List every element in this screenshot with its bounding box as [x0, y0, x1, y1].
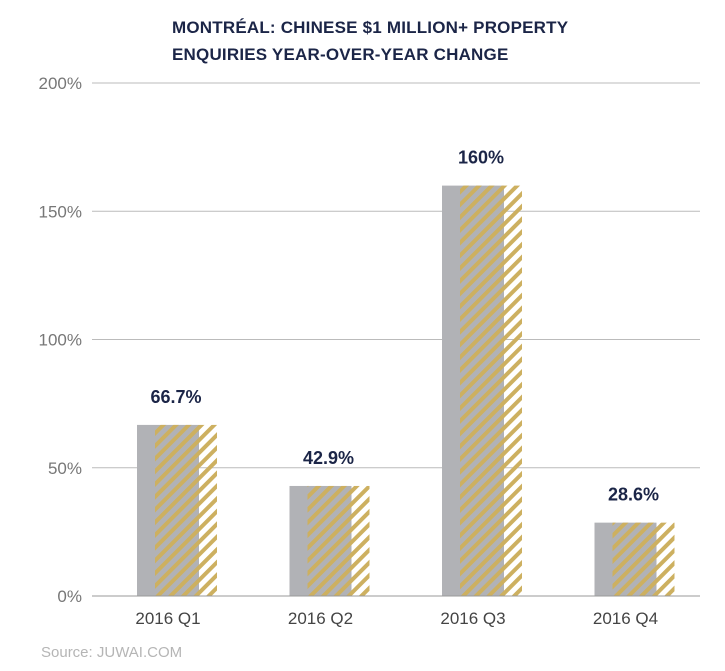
x-tick-label: 2016 Q1 — [135, 609, 200, 628]
x-tick-label: 2016 Q3 — [440, 609, 505, 628]
data-label: 42.9% — [303, 448, 354, 468]
x-tick-label: 2016 Q4 — [593, 609, 658, 628]
y-tick-label: 50% — [48, 459, 82, 478]
bar-hatched — [612, 522, 675, 596]
x-tick-label: 2016 Q2 — [288, 609, 353, 628]
data-label: 66.7% — [150, 387, 201, 407]
y-tick-label: 200% — [39, 74, 82, 93]
bar-hatched — [460, 185, 522, 596]
data-label: 160% — [458, 148, 504, 168]
chart-title: MONTRÉAL: CHINESE $1 MILLION+ PROPERTY E… — [172, 14, 568, 68]
bar-hatched — [307, 485, 370, 596]
y-tick-label: 100% — [39, 331, 82, 350]
bar-hatched — [155, 424, 217, 596]
data-label: 28.6% — [608, 485, 659, 505]
y-tick-label: 150% — [39, 202, 82, 221]
source-note: Source: JUWAI.COM — [41, 644, 183, 661]
title-line-1: MONTRÉAL: CHINESE $1 MILLION+ PROPERTY — [172, 18, 569, 37]
title-line-2: ENQUIRIES YEAR-OVER-YEAR CHANGE — [172, 45, 509, 64]
y-tick-label: 0% — [57, 587, 82, 606]
